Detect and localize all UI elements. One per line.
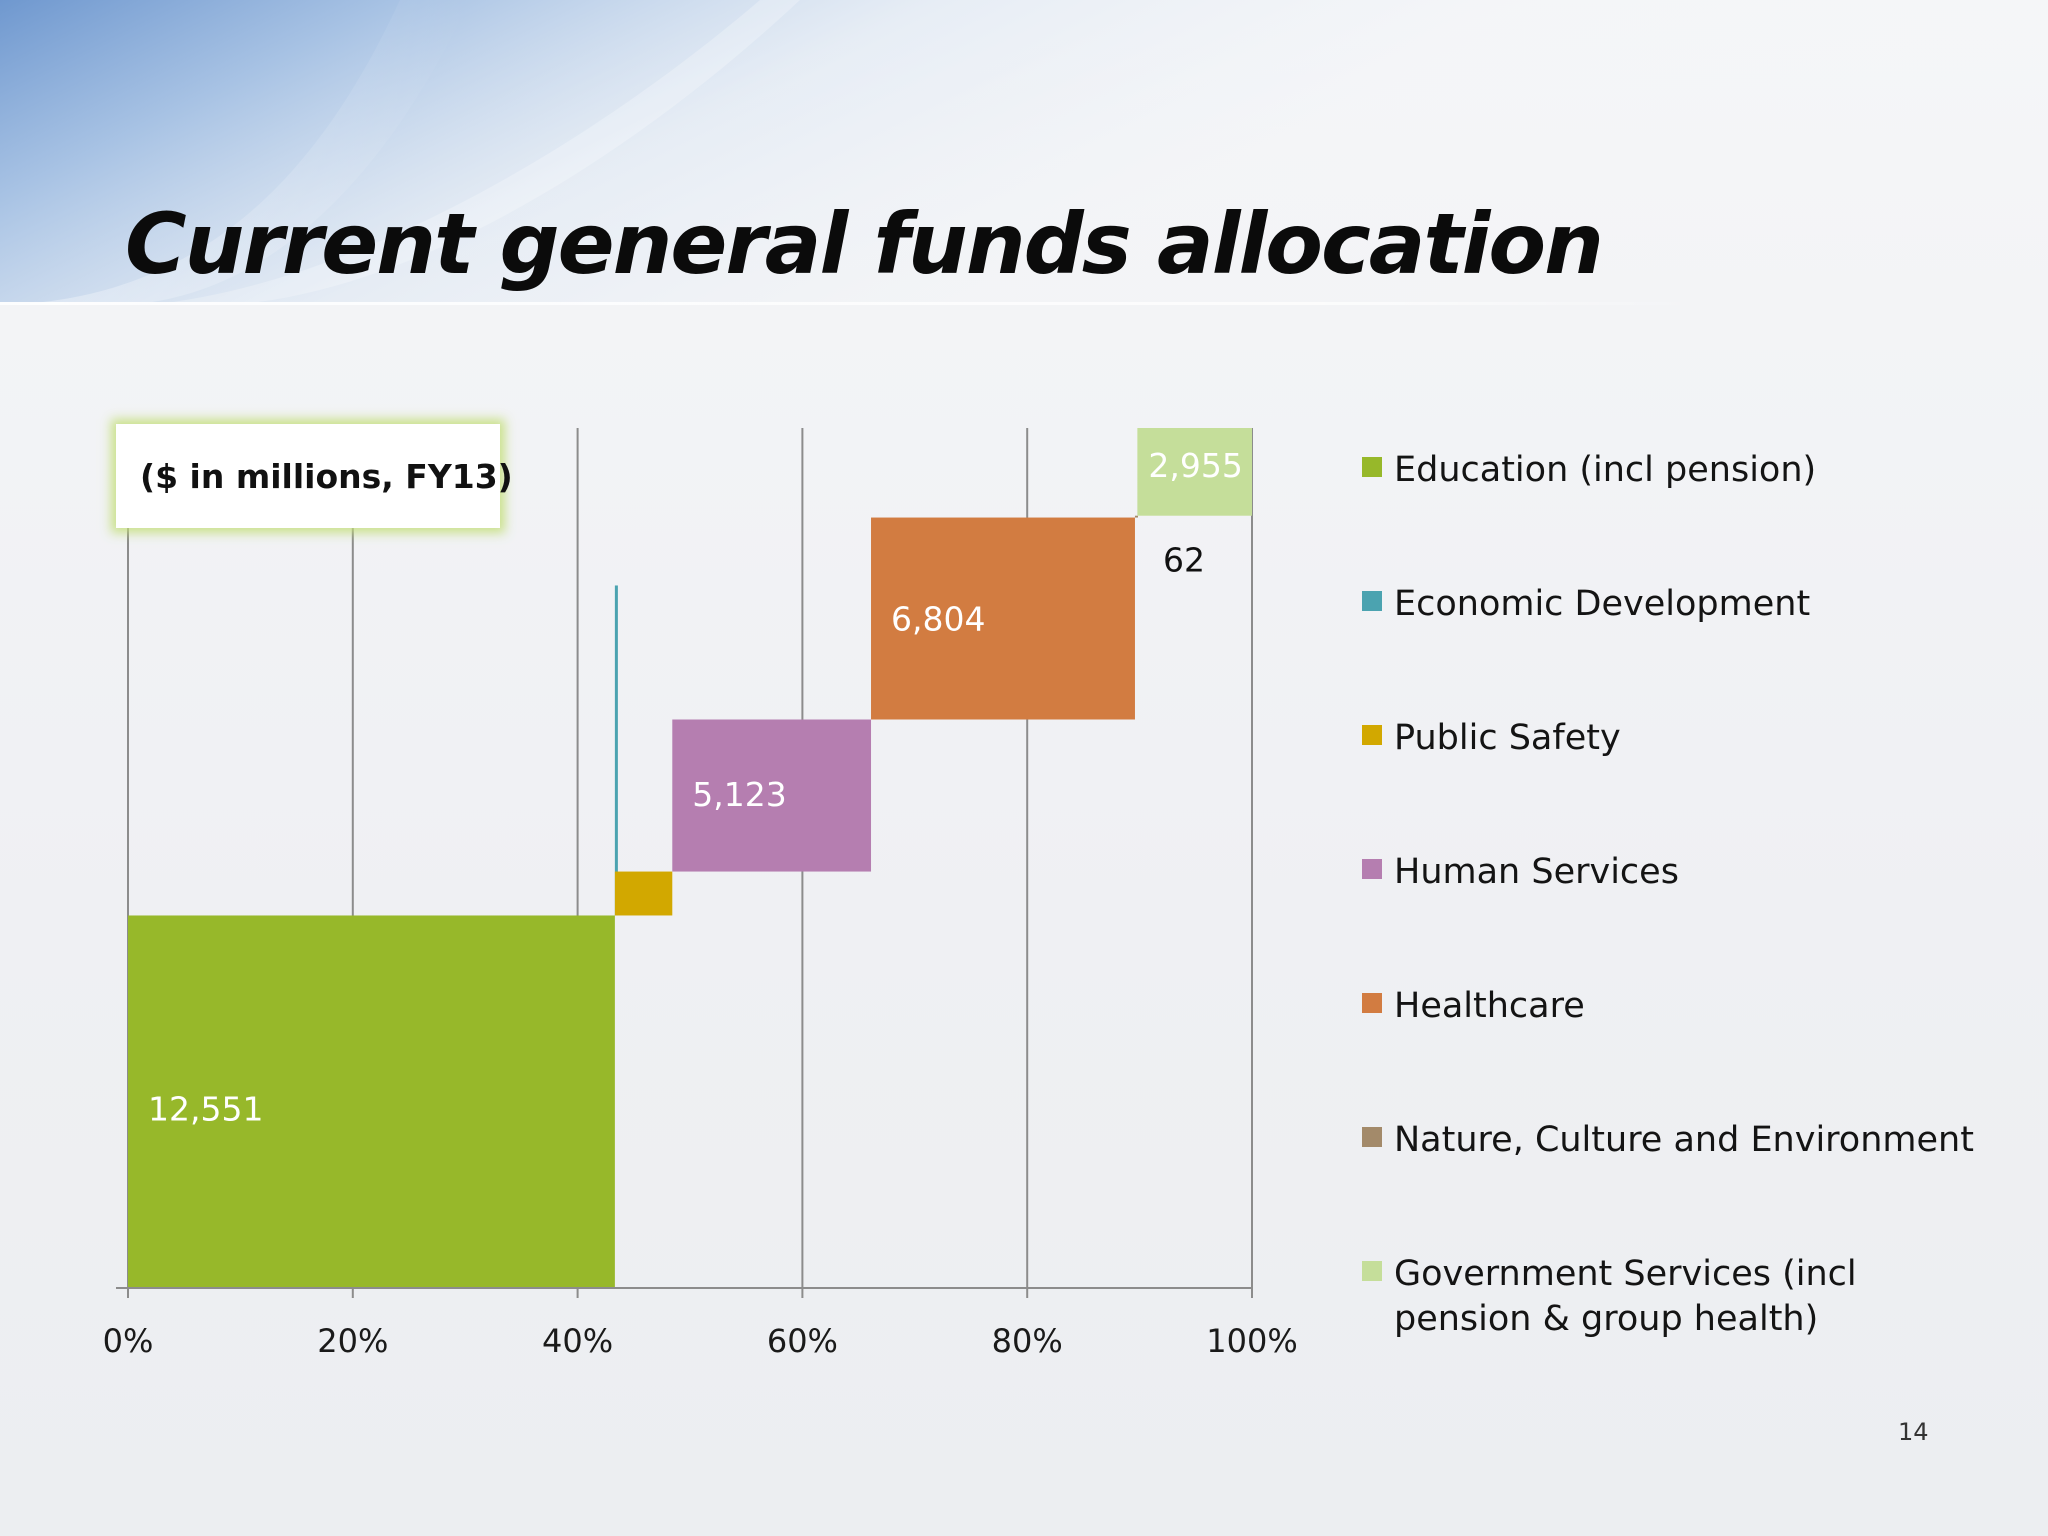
x-tick-label-2: 40% — [542, 1322, 613, 1360]
data-label-government-services-incl-pension-group-health: 2,955 — [1148, 446, 1242, 485]
legend-swatch-nature-culture-environment — [1362, 1127, 1382, 1147]
legend-swatch-public-safety — [1362, 725, 1382, 745]
legend-label-healthcare: Healthcare — [1394, 986, 1585, 1026]
data-label-healthcare: 6,804 — [891, 600, 985, 639]
title-divider — [0, 302, 1700, 305]
x-tick-label-0: 0% — [103, 1322, 154, 1360]
legend-label-government-services: Government Services (incl pension & grou… — [1394, 1254, 1857, 1339]
legend-swatch-human-services — [1362, 859, 1382, 879]
bar-public-safety — [614, 871, 673, 916]
x-tick-label-3: 60% — [767, 1322, 838, 1360]
x-axis: 0% 20% 40% 60% 80% 100% — [103, 1287, 1298, 1360]
bar-education-incl-pension — [128, 915, 615, 1288]
legend-label-public-safety: Public Safety — [1394, 718, 1621, 758]
legend-label-economic-development: Economic Development — [1394, 584, 1811, 624]
header-banner — [0, 0, 2048, 305]
x-tick-label-1: 20% — [317, 1322, 388, 1360]
data-label-human-services: 5,123 — [692, 775, 786, 814]
legend-swatch-education — [1362, 457, 1382, 477]
bars — [128, 428, 1252, 1288]
slide-title: Current general funds allocation — [125, 195, 1604, 293]
x-tick-label-4: 80% — [992, 1322, 1063, 1360]
legend-label-human-services: Human Services — [1394, 852, 1679, 892]
page-number: 14 — [1898, 1418, 1929, 1446]
bar-human-services — [672, 719, 872, 872]
legend-swatch-economic-development — [1362, 591, 1382, 611]
legend-label-nature-culture-environment: Nature, Culture and Environment — [1394, 1120, 1974, 1160]
data-labels: 12,551 5,123 6,804 62 2,955 — [148, 446, 1243, 1128]
bar-nature-culture-and-environment — [1134, 515, 1138, 518]
bar-economic-development — [614, 585, 618, 916]
units-note-box: ($ in millions, FY13) — [116, 424, 513, 528]
legend-swatch-government-services — [1362, 1261, 1382, 1281]
data-label-nature-culture-and-environment: 62 — [1163, 541, 1205, 580]
legend-swatch-healthcare — [1362, 993, 1382, 1013]
x-tick-label-5: 100% — [1206, 1322, 1297, 1360]
bar-healthcare — [871, 517, 1135, 720]
legend-label-education: Education (incl pension) — [1394, 450, 1817, 490]
units-note-text: ($ in millions, FY13) — [140, 456, 513, 496]
data-label-education-incl-pension: 12,551 — [148, 1089, 263, 1128]
bar-government-services-incl-pension-group-health — [1137, 428, 1252, 516]
